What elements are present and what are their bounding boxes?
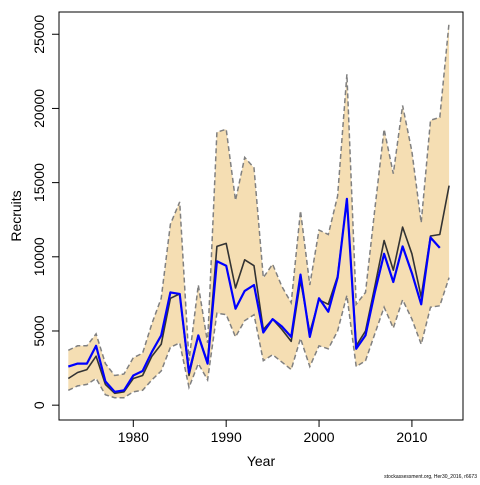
- footnote-text: stockassessment.org, Her30_2016, r6673: [384, 474, 477, 480]
- x-axis: 1980 1990 2000 2010: [118, 420, 428, 445]
- series-line-estimate-black: [67, 185, 450, 395]
- series-layer: [67, 185, 450, 395]
- x-tick-label: 1990: [211, 429, 242, 445]
- plot-frame: [58, 11, 464, 421]
- y-tick-label: 10000: [31, 237, 47, 276]
- series-line-estimate-blue: [67, 197, 441, 393]
- band-upper-edge: [67, 22, 450, 377]
- x-tick-label: 2000: [303, 429, 334, 445]
- confidence-band: [68, 22, 450, 398]
- band-lower-edge: [67, 277, 450, 399]
- y-tick-label: 0: [31, 401, 47, 409]
- y-axis: 0 5000 10000 15000 20000 25000: [31, 15, 59, 409]
- y-tick-label: 20000: [31, 89, 47, 128]
- y-tick-label: 25000: [31, 15, 47, 54]
- confidence-band-layer: [67, 22, 450, 399]
- y-axis-label: Recruits: [8, 190, 24, 241]
- x-tick-label: 2010: [396, 429, 427, 445]
- y-tick-label: 15000: [31, 163, 47, 202]
- y-tick-label: 5000: [31, 315, 47, 346]
- x-tick-label: 1980: [118, 429, 149, 445]
- x-axis-label: Year: [247, 453, 276, 469]
